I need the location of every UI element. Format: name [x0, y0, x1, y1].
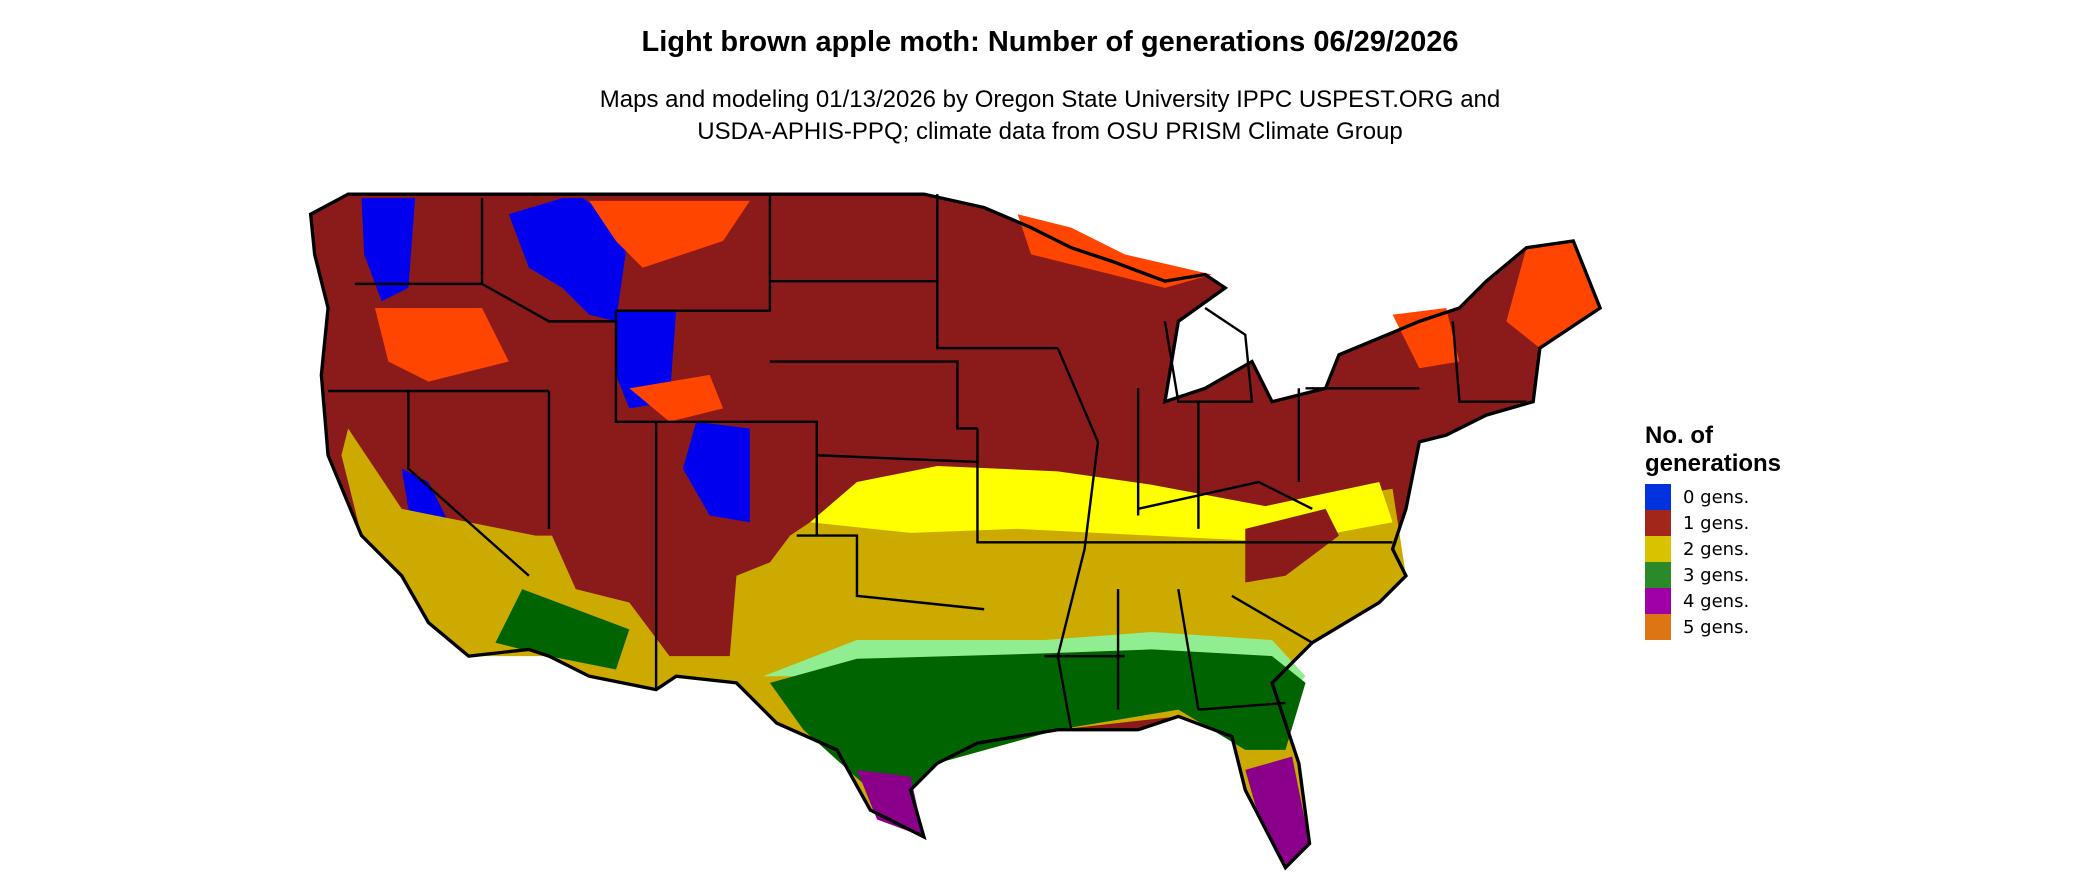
legend-swatch — [1645, 588, 1671, 614]
one-gen-appalachia — [1245, 508, 1339, 583]
legend-title-line-1: No. of — [1645, 422, 1713, 449]
zero-gen-cascades — [361, 198, 416, 302]
orange-wyoming-south — [629, 374, 724, 422]
border-ga-sc — [1231, 594, 1313, 644]
legend-title-line-2: generations — [1645, 450, 1782, 477]
legend-label: 2 gens. — [1683, 538, 1750, 560]
legend-item: 5 gens. — [1645, 614, 1781, 640]
legend-item: 4 gens. — [1645, 588, 1781, 614]
legend-title: No. of generations — [1645, 422, 1781, 478]
orange-upper-peninsula — [1017, 214, 1212, 288]
subtitle-line-2: USDA-APHIS-PPQ; climate data from OSU PR… — [697, 118, 1403, 145]
one-gen-southwest-plateau — [548, 528, 791, 657]
orange-maine — [1506, 241, 1601, 349]
border-wy-co — [614, 310, 657, 423]
border-al-ga — [1177, 588, 1200, 710]
four-gen-south-texas — [856, 769, 924, 837]
legend-swatch — [1645, 536, 1671, 562]
four-gen-florida — [1245, 756, 1310, 868]
orange-adirondacks — [1392, 307, 1460, 369]
border-mt-id — [480, 198, 616, 323]
legend: No. of generations 0 gens. 1 gens. 2 gens.… — [1645, 422, 1781, 640]
border-ca-nv — [407, 390, 530, 577]
legend-item: 2 gens. — [1645, 536, 1781, 562]
border-ky — [1137, 480, 1313, 510]
legend-label: 0 gens. — [1683, 486, 1750, 508]
border-ok-tx — [796, 534, 985, 611]
orange-oregon — [374, 307, 509, 382]
legend-swatch — [1645, 484, 1671, 510]
zero-gen-colorado — [682, 421, 750, 523]
legend-label: 3 gens. — [1683, 564, 1750, 586]
border-ga-fl — [1198, 701, 1286, 711]
subtitle-line-1: Maps and modeling 01/13/2026 by Oregon S… — [599, 86, 1501, 113]
border-miss — [1056, 347, 1100, 730]
border-rockies — [615, 194, 772, 312]
legend-item: 0 gens. — [1645, 484, 1781, 510]
three-gen-gulf — [769, 649, 1306, 791]
border-ks-ok — [816, 454, 978, 464]
legend-item: 3 gens. — [1645, 562, 1781, 588]
border-new-england — [1451, 321, 1527, 403]
legend-item: 1 gens. — [1645, 510, 1781, 536]
legend-swatch — [1645, 510, 1671, 536]
legend-label: 4 gens. — [1683, 590, 1750, 612]
border-mn-east — [936, 194, 1058, 350]
legend-label: 1 gens. — [1683, 512, 1750, 534]
map-subtitle: Maps and modeling 01/13/2026 by Oregon S… — [0, 84, 2100, 148]
legend-label: 5 gens. — [1683, 616, 1750, 638]
legend-swatch — [1645, 614, 1671, 640]
zero-gen-idaho-montana — [508, 198, 630, 322]
border-ne-ks — [769, 360, 978, 430]
border-mo-ar — [976, 428, 1085, 544]
two-gen-light-band — [810, 465, 1393, 543]
border-co — [656, 420, 818, 536]
orange-montana — [589, 200, 750, 268]
us-outline-border — [308, 192, 1603, 871]
border-great-lakes-mi — [1163, 306, 1254, 403]
map-title: Light brown apple moth: Number of genera… — [641, 26, 1459, 58]
legend-swatch — [1645, 562, 1671, 588]
